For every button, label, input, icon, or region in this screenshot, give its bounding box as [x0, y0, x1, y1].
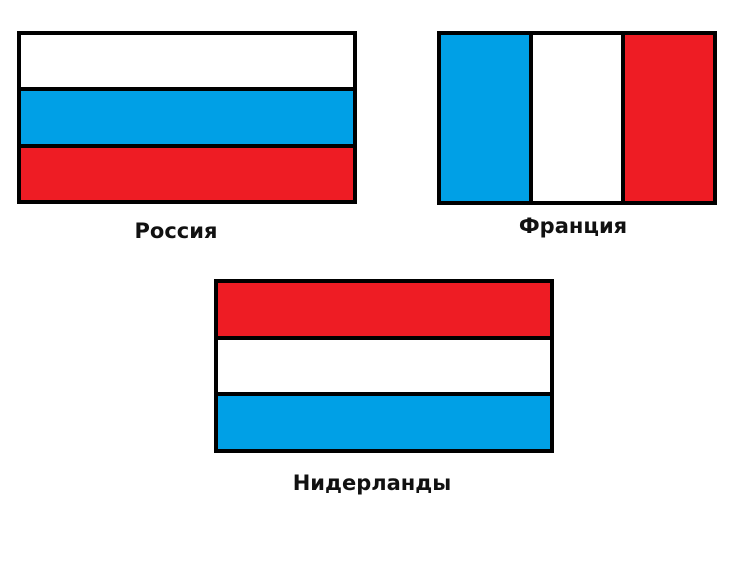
flag-stripe — [218, 392, 550, 450]
flag-russia — [17, 31, 357, 204]
flag-stripe — [21, 35, 353, 88]
flag-stripe — [218, 335, 550, 393]
flag-france — [437, 31, 717, 205]
flag-stripe — [529, 35, 621, 201]
flag-caption-russia: Россия — [134, 219, 218, 243]
flag-caption-france: Франция — [518, 214, 628, 238]
flag-stripe — [21, 87, 353, 144]
flag-stripe — [21, 143, 353, 200]
flag-stripe — [218, 283, 550, 336]
flag-stripe — [621, 35, 713, 201]
flag-caption-netherlands: Нидерланды — [292, 471, 452, 495]
flag-netherlands — [214, 279, 554, 453]
flag-stripe — [441, 35, 529, 201]
